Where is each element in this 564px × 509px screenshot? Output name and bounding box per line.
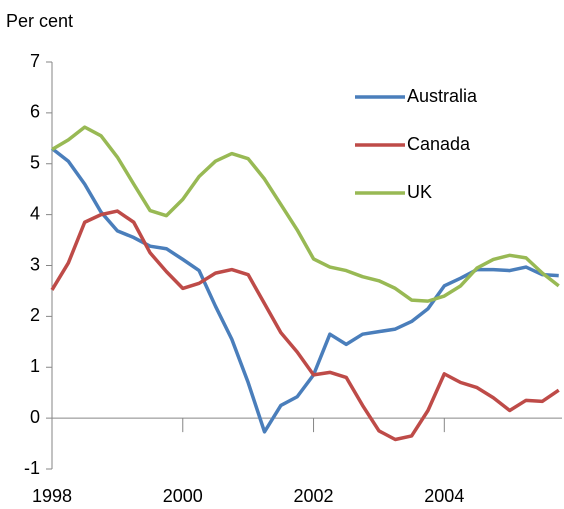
line-series: [51, 125, 560, 303]
legend-label: UK: [407, 182, 432, 202]
y-tick-label: 3: [30, 254, 40, 274]
y-tick-label: 7: [30, 51, 40, 71]
y-tick-label: 0: [30, 407, 40, 427]
y-tick-label: -1: [24, 458, 40, 478]
x-tick-label: 2002: [294, 486, 334, 506]
x-tick-label: 2000: [163, 486, 203, 506]
y-tick-label: 4: [30, 203, 40, 223]
line-series: [50, 209, 560, 442]
x-tick-label: 2004: [424, 486, 464, 506]
x-tick-label: 1998: [32, 486, 72, 506]
legend-label: Canada: [407, 134, 471, 154]
y-tick-label: 5: [30, 153, 40, 173]
y-tick-label: 1: [30, 356, 40, 376]
legend-label: Australia: [407, 86, 478, 106]
y-tick-label: 6: [30, 102, 40, 122]
y-tick-label: 2: [30, 305, 40, 325]
y-axis-label: Per cent: [6, 11, 73, 31]
